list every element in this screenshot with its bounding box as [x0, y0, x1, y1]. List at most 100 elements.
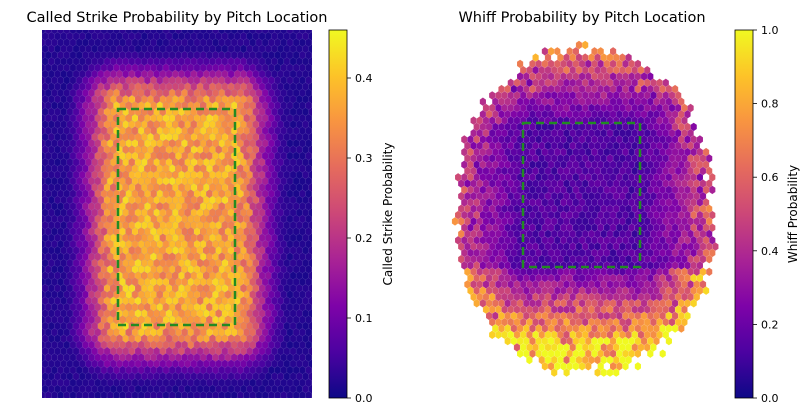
hexbin-layer	[42, 30, 312, 398]
hexbin-cell	[174, 397, 177, 398]
hexbin-cell	[68, 397, 71, 398]
hexbin-cell	[311, 392, 312, 398]
hexbin-cell	[311, 65, 312, 71]
hexbin-cell	[112, 397, 115, 398]
hexbin-cell	[311, 52, 312, 58]
hexbin-cell	[311, 178, 312, 184]
hexbin-cell	[149, 397, 152, 398]
hexbin-cell	[311, 329, 312, 335]
hexbin-cell	[186, 397, 189, 398]
chart-title: Called Strike Probability by Pitch Locat…	[27, 10, 328, 26]
hexbin-cell	[124, 397, 127, 398]
hexbin-cell	[223, 397, 226, 398]
hexbin-cell	[81, 397, 84, 398]
whiff-chart: Whiff Probability by Pitch Location 0.00…	[451, 10, 800, 405]
colorbar-ticks: 0.0 0.2 0.4 0.6 0.8 1.0	[753, 24, 779, 405]
hexbin-cell	[155, 397, 158, 398]
hexbin-cell	[168, 397, 171, 398]
hexbin-cell	[279, 397, 282, 398]
hexbin-cell	[311, 128, 312, 134]
hexbin-cell	[311, 153, 312, 159]
hexbin-cell	[311, 90, 312, 96]
colorbar-tick-label: 1.0	[761, 24, 779, 37]
hexbin-cell	[634, 361, 642, 371]
colorbar-tick-label: 0.6	[761, 171, 779, 184]
colorbar-tick-label: 0.2	[355, 232, 373, 245]
hexbin-cell	[311, 115, 312, 121]
colorbar-tick-label: 0.4	[761, 245, 779, 258]
colorbar: 0.0 0.1 0.2 0.3 0.4 Called Strike Probabilit…	[328, 29, 395, 405]
hexbin-cell	[230, 397, 233, 398]
colorbar-tick-label: 0.2	[761, 318, 779, 331]
hexbin-cell	[311, 166, 312, 172]
hexbin-cell	[161, 397, 164, 398]
colorbar: 0.0 0.2 0.4 0.6 0.8 1.0 Whiff Probability	[734, 24, 800, 405]
hexbin-cell	[311, 241, 312, 247]
hexbin-cell	[267, 397, 270, 398]
hexbin-cell	[261, 397, 264, 398]
colorbar-tick-label: 0.0	[761, 392, 779, 405]
colorbar-tick-label: 0.4	[355, 72, 373, 85]
hexbin-cell	[311, 355, 312, 361]
hexbin-cell	[56, 397, 59, 398]
hexbin-cell	[311, 317, 312, 323]
hexbin-cell	[205, 397, 208, 398]
hexbin-cell	[705, 267, 713, 277]
hexbin-cell	[659, 349, 666, 359]
hexbin-cell	[311, 191, 312, 197]
hexbin-cell	[311, 40, 312, 46]
colorbar-tick-label: 0.8	[761, 98, 779, 111]
hexbin-cell	[192, 397, 195, 398]
hexbin-cell	[106, 397, 109, 398]
hexbin-cell	[304, 397, 307, 398]
hexbin-cell	[311, 266, 312, 272]
hexbin-cell	[311, 342, 312, 348]
hexbin-cell	[44, 397, 47, 398]
hexbin-cell	[311, 216, 312, 222]
hexbin-cell	[130, 397, 133, 398]
hexbin-cell	[93, 397, 96, 398]
hexbin-cell	[217, 397, 220, 398]
hexbin-cell	[180, 397, 183, 398]
hexbin-cell	[311, 279, 312, 285]
hexbin-cell	[248, 397, 251, 398]
hexbin-cell	[62, 397, 65, 398]
hexbin-cell	[311, 140, 312, 146]
chart-title: Whiff Probability by Pitch Location	[458, 10, 705, 26]
hexbin-cell	[311, 304, 312, 310]
hexbin-cell	[143, 397, 146, 398]
hexbin-cell	[311, 254, 312, 260]
colorbar-gradient	[734, 29, 754, 399]
hexbin-cell	[285, 397, 288, 398]
hexbin-cell	[236, 397, 239, 398]
hexbin-cell	[211, 397, 214, 398]
hexbin-cell	[137, 397, 140, 398]
hexbin-cell	[311, 203, 312, 209]
hexbin-cell	[99, 397, 102, 398]
hexbin-cell	[50, 397, 53, 398]
hexbin-layer	[451, 40, 719, 377]
hexbin-cell	[311, 292, 312, 298]
colorbar-tick-label: 0.0	[355, 392, 373, 405]
hexbin-cell	[273, 397, 276, 398]
hexbin-cell	[298, 397, 301, 398]
colorbar-gradient	[328, 29, 348, 399]
colorbar-tick-label: 0.3	[355, 152, 373, 165]
hexbin-cell	[254, 397, 257, 398]
colorbar-ticks: 0.0 0.1 0.2 0.3 0.4	[347, 72, 373, 405]
hexbin-cell	[311, 77, 312, 83]
hexbin-cell	[199, 397, 202, 398]
hexbin-cell	[311, 380, 312, 386]
colorbar-tick-label: 0.1	[355, 312, 373, 325]
hexbin-cell	[311, 229, 312, 235]
hexbin-cell	[75, 397, 78, 398]
hexbin-cell	[310, 397, 312, 398]
hexbin-cell	[87, 397, 90, 398]
hexbin-cell	[242, 397, 245, 398]
hexbin-cell	[292, 397, 295, 398]
colorbar-label: Whiff Probability	[786, 165, 800, 263]
hexbin-cell	[311, 367, 312, 373]
hexbin-cell	[581, 40, 589, 50]
hexbin-cell	[311, 103, 312, 109]
